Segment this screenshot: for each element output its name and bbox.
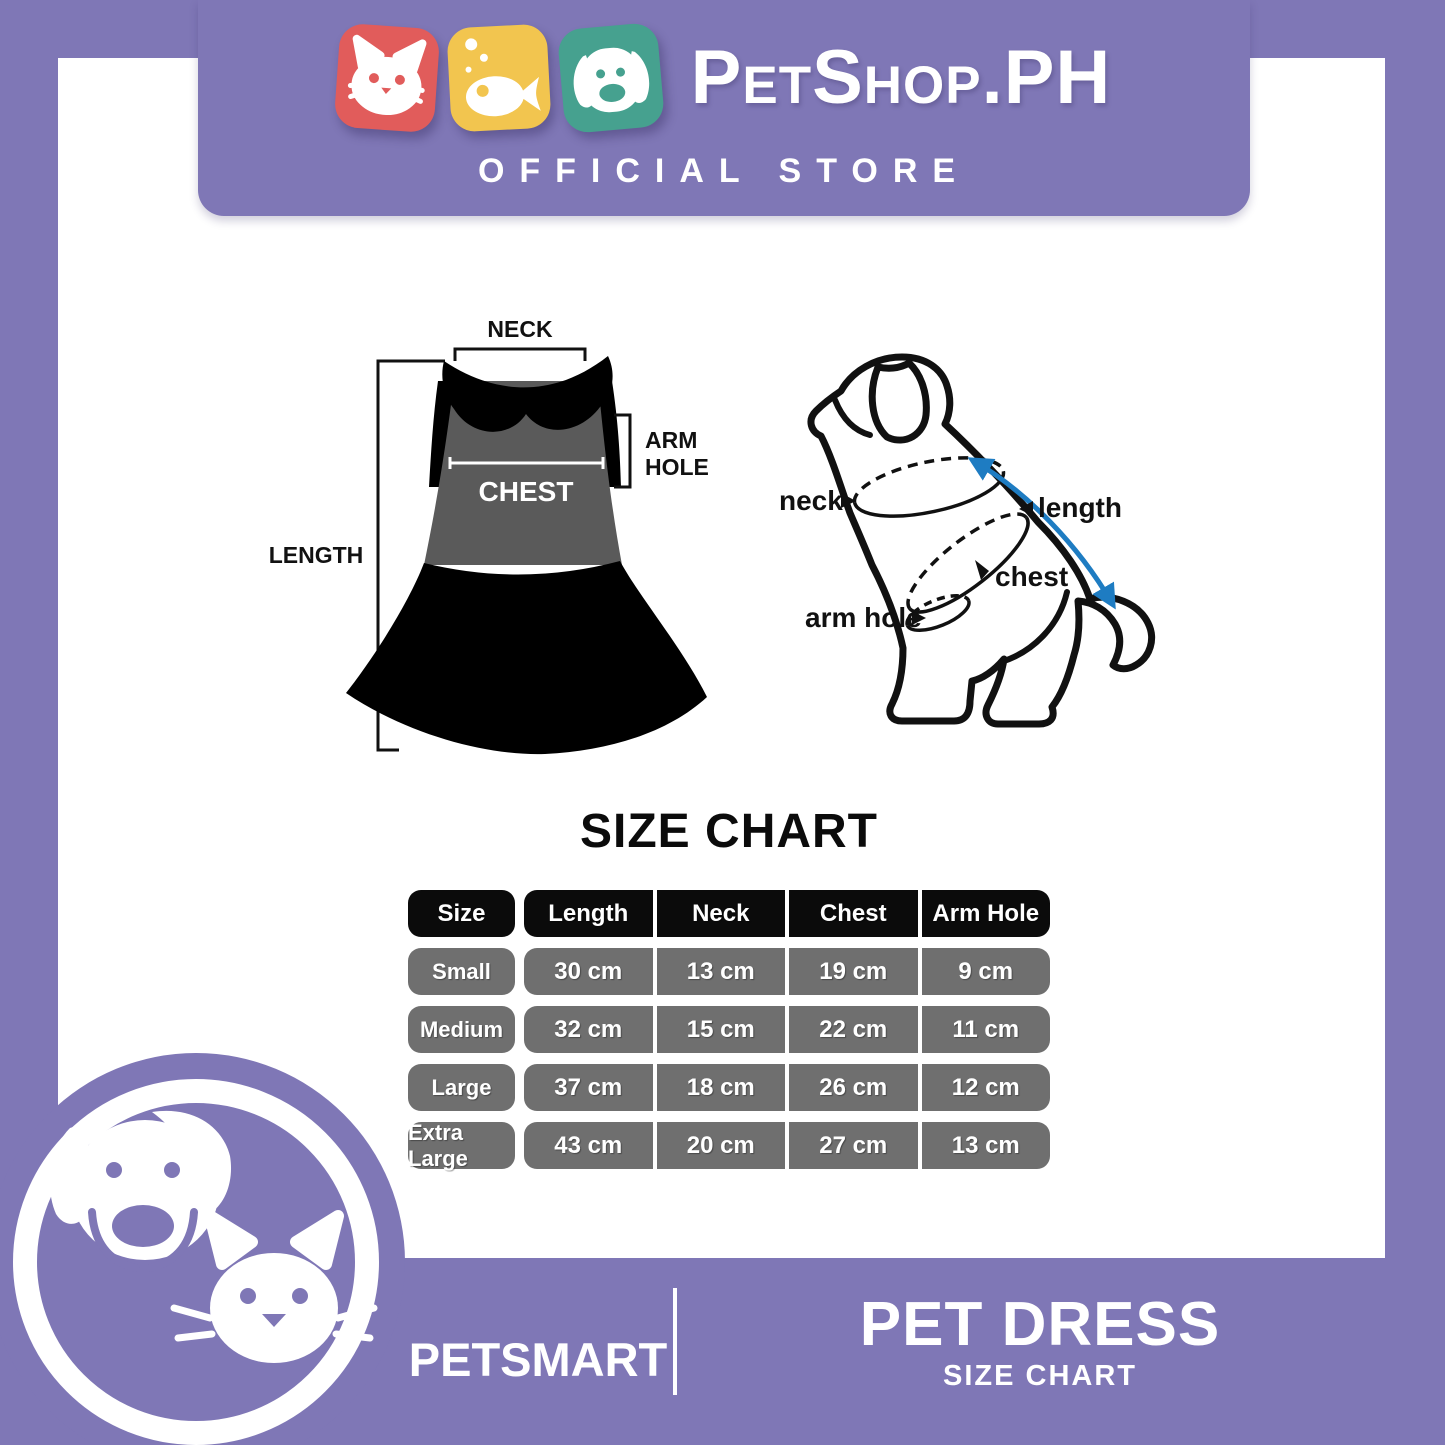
dog-chest-label: chest <box>995 561 1068 592</box>
dog-measurement-diagram: neck length chest arm hole <box>779 353 1155 728</box>
cell-length: 37 cm <box>524 1064 657 1111</box>
dress-length-label: LENGTH <box>269 542 364 568</box>
table-row-medium: Medium 32 cm 15 cm 22 cm 11 cm <box>408 1006 1050 1053</box>
dress-measurement-diagram: NECK LENGTH CHEST ARM HOLE <box>269 316 709 755</box>
cell-size: Medium <box>408 1006 515 1053</box>
cell-armhole: 12 cm <box>921 1064 1050 1111</box>
cell-armhole: 11 cm <box>921 1006 1050 1053</box>
cell-size: Extra Large <box>408 1120 515 1171</box>
petshop-circle-logo <box>0 1053 405 1445</box>
dog-length-label: length <box>1038 492 1122 523</box>
header-cell-armhole: Arm Hole <box>921 890 1050 937</box>
official-store-label: OFFICIAL STORE <box>477 152 971 190</box>
cell-neck: 20 cm <box>656 1122 789 1169</box>
size-chart-table: Size Length Neck Chest Arm Hole Small 30… <box>408 890 1050 1180</box>
table-header-row: Size Length Neck Chest Arm Hole <box>408 890 1050 937</box>
brand-logo: PetShop.PH <box>333 21 1112 135</box>
cell-chest: 19 cm <box>789 948 922 995</box>
logo-dog-face <box>49 1110 232 1272</box>
cell-length: 30 cm <box>524 948 657 995</box>
dog-armhole-label: arm hole <box>805 602 922 633</box>
footer-divider <box>673 1288 677 1395</box>
cell-length: 32 cm <box>524 1006 657 1053</box>
dress-armhole-label-line1: ARM <box>645 427 697 453</box>
header-cell-neck: Neck <box>656 890 789 937</box>
size-chart-title: SIZE CHART <box>580 805 878 858</box>
logo-cat-face <box>170 1210 378 1363</box>
cell-chest: 22 cm <box>789 1006 922 1053</box>
cat-icon <box>333 22 441 134</box>
footer-store-name: PETSMART <box>408 1333 668 1386</box>
cell-chest: 27 cm <box>789 1122 922 1169</box>
fish-icon <box>446 23 552 133</box>
dress-chest-label: CHEST <box>479 476 574 507</box>
table-row-large: Large 37 cm 18 cm 26 cm 12 cm <box>408 1064 1050 1111</box>
cell-size: Large <box>408 1064 515 1111</box>
cell-size: Small <box>408 948 515 995</box>
cell-neck: 13 cm <box>656 948 789 995</box>
cell-length: 43 cm <box>524 1122 657 1169</box>
length-arrow <box>967 457 1116 610</box>
header-band: PetShop.PH OFFICIAL STORE <box>198 0 1250 216</box>
footer-product-name: PET DRESS <box>859 1290 1221 1359</box>
dog-ear <box>868 359 930 444</box>
cell-chest: 26 cm <box>789 1064 922 1111</box>
header-cell-chest: Chest <box>789 890 922 937</box>
table-row-small: Small 30 cm 13 cm 19 cm 9 cm <box>408 948 1050 995</box>
footer-product-subtitle: SIZE CHART <box>943 1360 1137 1392</box>
table-row-extra-large: Extra Large 43 cm 20 cm 27 cm 13 cm <box>408 1120 1050 1171</box>
dog-outline <box>807 353 1155 728</box>
dress-armhole-label-line2: HOLE <box>645 454 709 480</box>
cell-armhole: 13 cm <box>921 1122 1050 1169</box>
header-cell-length: Length <box>524 890 657 937</box>
cell-neck: 15 cm <box>656 1006 789 1053</box>
dress-neck-label: NECK <box>487 316 553 342</box>
header-cell-size: Size <box>408 890 515 937</box>
brand-name: PetShop.PH <box>690 35 1112 120</box>
dog-neck-label: neck <box>779 485 843 516</box>
dog-icon <box>556 21 666 135</box>
cell-armhole: 9 cm <box>921 948 1050 995</box>
content-area <box>58 58 1385 1258</box>
cell-neck: 18 cm <box>656 1064 789 1111</box>
footer-product-block: PET DRESS SIZE CHART <box>840 1294 1240 1391</box>
